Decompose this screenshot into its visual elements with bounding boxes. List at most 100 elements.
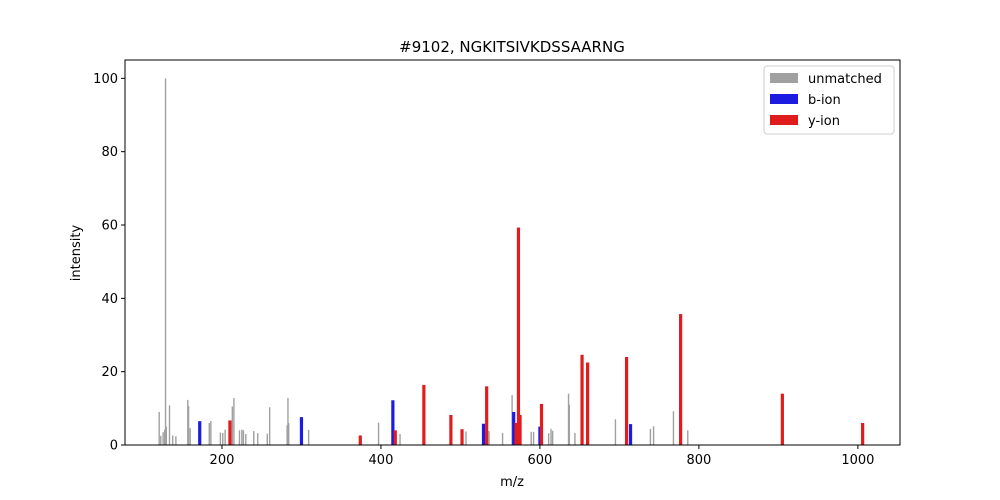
bar-b-ion	[628, 424, 633, 445]
bar-y-ion	[780, 393, 784, 445]
bar-unmatched	[253, 431, 255, 445]
legend-label-b-ion: b-ion	[808, 93, 841, 108]
bar-unmatched	[210, 421, 212, 445]
bar-unmatched	[165, 426, 168, 445]
bar-unmatched	[532, 431, 535, 445]
bar-unmatched	[465, 431, 467, 445]
x-axis-title: m/z	[500, 475, 524, 490]
bar-unmatched	[268, 407, 271, 445]
bar-unmatched	[224, 429, 226, 445]
bar-unmatched	[687, 430, 689, 445]
y-tick-label: 80	[101, 145, 118, 160]
bar-unmatched	[158, 412, 160, 445]
bar-unmatched	[652, 426, 655, 445]
bar-unmatched	[547, 433, 550, 445]
bar-y-ion	[679, 314, 683, 445]
bar-unmatched	[501, 432, 504, 445]
y-axis-title: intensity	[69, 225, 84, 282]
bar-y-ion	[518, 414, 522, 445]
bar-y-ion	[861, 423, 865, 445]
y-tick-label: 40	[101, 292, 118, 307]
x-tick-label: 400	[369, 453, 394, 468]
bar-unmatched	[567, 393, 570, 445]
bar-unmatched	[574, 432, 576, 445]
bar-y-ion	[228, 420, 232, 445]
bar-unmatched	[288, 423, 290, 445]
bar-unmatched	[266, 433, 268, 445]
bar-unmatched	[233, 398, 235, 445]
bar-y-ion	[460, 429, 464, 445]
legend-swatch-y-ion	[770, 115, 798, 125]
bar-y-ion	[449, 414, 453, 445]
legend-swatch-b-ion	[770, 94, 798, 104]
x-tick-label: 1000	[841, 453, 874, 468]
x-tick-label: 800	[686, 453, 711, 468]
y-axis: 0 20 40 60 80 100	[93, 72, 125, 454]
bar-b-ion	[391, 400, 395, 445]
bar-unmatched	[649, 428, 652, 445]
bar-y-ion	[624, 357, 629, 445]
bar-unmatched	[175, 436, 177, 445]
bar-unmatched	[550, 428, 552, 445]
bar-unmatched	[307, 429, 310, 445]
bar-y-ion	[586, 362, 590, 445]
plot-frame	[124, 59, 901, 446]
bar-unmatched	[164, 78, 167, 445]
bar-y-ion	[485, 386, 489, 445]
bar-unmatched	[672, 411, 675, 445]
bar-unmatched	[257, 433, 259, 445]
bar-unmatched	[242, 430, 245, 445]
legend: unmatched b-ion y-ion	[763, 65, 895, 135]
legend-label-unmatched: unmatched	[808, 72, 882, 87]
bar-y-ion	[393, 430, 397, 445]
bar-y-ion	[422, 384, 426, 445]
bar-unmatched	[614, 419, 617, 445]
y-tick-label: 100	[93, 72, 118, 87]
bar-unmatched	[160, 435, 162, 445]
bar-b-ion	[481, 423, 486, 445]
bar-unmatched	[488, 431, 490, 445]
bar-unmatched	[219, 432, 222, 445]
y-tick-label: 20	[101, 365, 118, 380]
bar-unmatched	[245, 434, 247, 445]
bar-unmatched	[530, 431, 532, 445]
bar-unmatched	[568, 404, 571, 445]
bar-unmatched	[287, 398, 289, 445]
legend-swatch-unmatched	[770, 73, 798, 83]
x-axis: 200 400 600 800 1000	[210, 445, 874, 468]
bar-unmatched	[231, 406, 234, 445]
bar-b-ion	[198, 421, 202, 445]
bar-unmatched	[377, 422, 380, 445]
bar-unmatched	[208, 423, 210, 445]
bar-unmatched	[187, 399, 189, 445]
bar-unmatched	[551, 430, 554, 445]
bars-layer	[158, 78, 865, 445]
bar-y-ion	[358, 435, 362, 445]
bar-unmatched	[241, 429, 243, 445]
bar-y-ion	[539, 403, 544, 445]
bar-unmatched	[189, 428, 191, 445]
bar-unmatched	[171, 435, 174, 445]
bar-unmatched	[238, 430, 241, 445]
bar-unmatched	[162, 432, 164, 445]
bar-y-ion	[514, 423, 518, 445]
legend-label-y-ion: y-ion	[808, 114, 840, 129]
bar-unmatched	[168, 405, 171, 445]
y-tick-label: 60	[101, 219, 118, 234]
bar-unmatched	[222, 432, 224, 445]
bar-y-ion	[580, 354, 584, 445]
bar-unmatched	[286, 425, 288, 445]
bar-unmatched	[399, 434, 401, 445]
x-tick-label: 200	[210, 453, 235, 468]
chart-title: #9102, NGKITSIVKDSSAARNG	[399, 38, 625, 56]
bar-y-ion	[516, 227, 521, 445]
bar-unmatched	[164, 429, 166, 445]
bar-b-ion	[512, 412, 516, 445]
x-tick-label: 600	[528, 453, 553, 468]
series-unmatched	[158, 78, 689, 445]
series-y-ion	[228, 227, 865, 445]
bar-unmatched	[187, 406, 190, 445]
y-tick-label: 0	[110, 439, 118, 454]
bar-b-ion	[299, 417, 304, 445]
